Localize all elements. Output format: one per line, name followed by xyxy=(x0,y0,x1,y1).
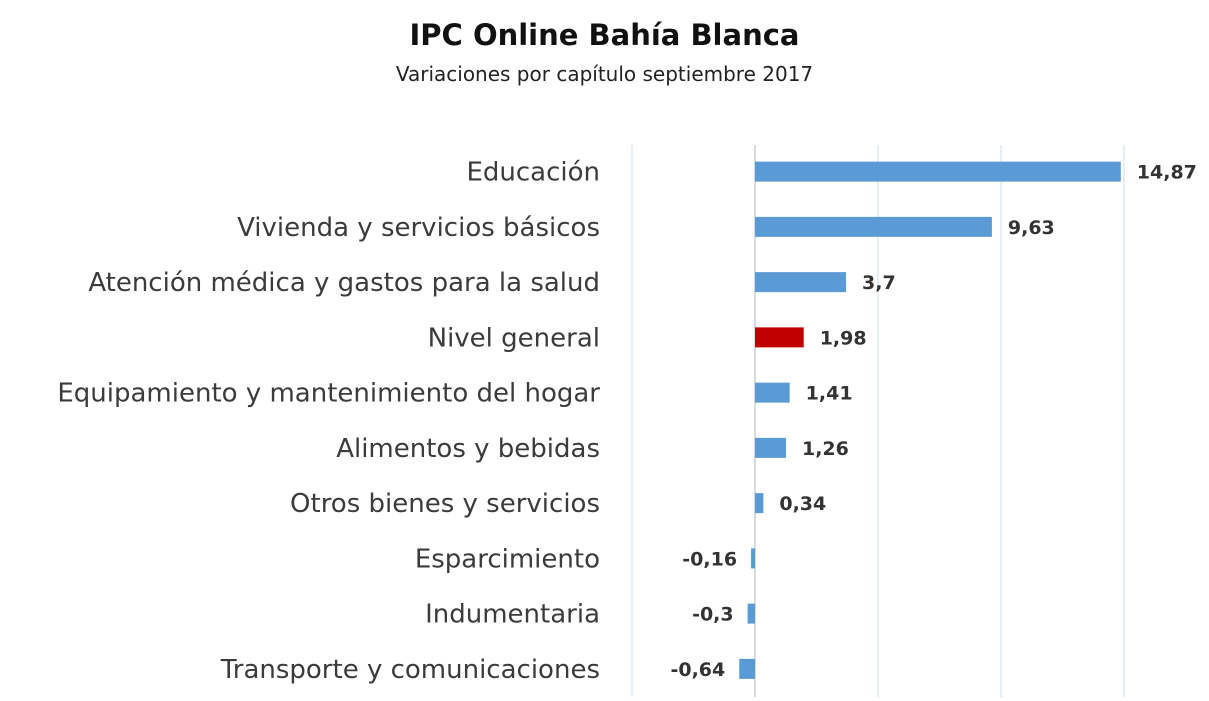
value-label: 0,34 xyxy=(779,493,826,515)
labels: Educación 14,87 Vivienda y servicios básic… xyxy=(57,158,1197,685)
value-label: 14,87 xyxy=(1137,162,1197,184)
bar xyxy=(739,658,755,679)
value-label: -0,3 xyxy=(692,604,734,626)
category-label: Otros bienes y servicios xyxy=(290,489,600,519)
chart-title: IPC Online Bahía Blanca xyxy=(409,18,800,52)
category-label: Vivienda y servicios básicos xyxy=(237,213,600,243)
category-label: Educación xyxy=(466,158,600,188)
value-label: -0,16 xyxy=(682,548,737,570)
category-label: Esparcimiento xyxy=(415,544,600,574)
bars xyxy=(739,161,1121,679)
category-label: Indumentaria xyxy=(425,600,600,630)
category-label: Equipamiento y mantenimiento del hogar xyxy=(57,379,600,409)
value-label: 9,63 xyxy=(1008,217,1055,239)
bar xyxy=(755,272,847,293)
category-label: Atención médica y gastos para la salud xyxy=(88,268,600,298)
bar xyxy=(755,493,764,514)
value-label: 3,7 xyxy=(862,272,896,294)
chart-subtitle: Variaciones por capítulo septiembre 2017 xyxy=(395,62,814,86)
bar xyxy=(755,161,1121,182)
value-label: 1,41 xyxy=(806,383,853,405)
value-label: 1,98 xyxy=(820,327,867,349)
category-label: Alimentos y bebidas xyxy=(336,434,600,464)
bar xyxy=(755,327,804,348)
bar xyxy=(751,548,755,569)
value-label: 1,26 xyxy=(802,438,849,460)
bar xyxy=(755,216,992,237)
category-label: Transporte y comunicaciones xyxy=(220,655,600,685)
value-label: -0,64 xyxy=(670,659,725,681)
bar xyxy=(755,437,786,458)
bar xyxy=(755,382,790,403)
bar xyxy=(747,603,755,624)
category-label: Nivel general xyxy=(428,323,600,353)
